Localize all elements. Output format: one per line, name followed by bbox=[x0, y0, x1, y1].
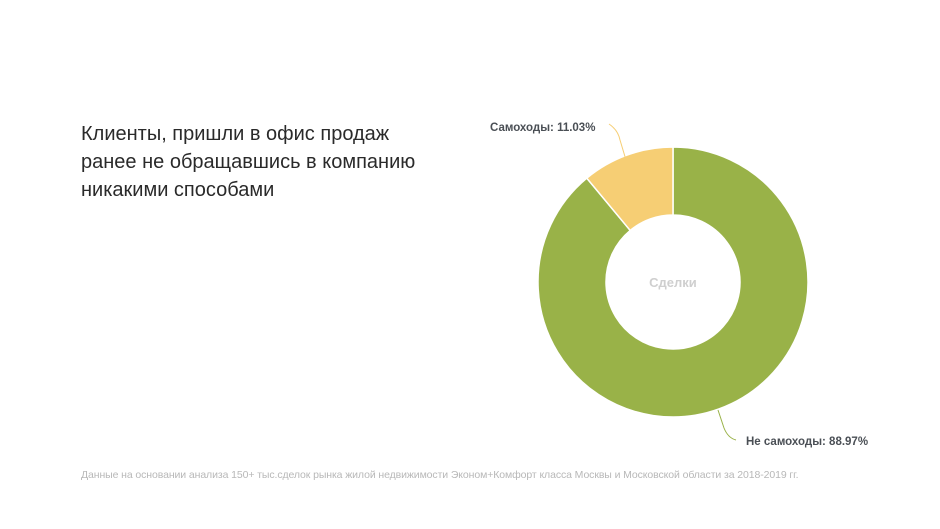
slice-samohody bbox=[585, 146, 674, 232]
slice-ne-samohody bbox=[537, 146, 809, 418]
center-label: Сделки bbox=[649, 275, 697, 290]
footnote: Данные на основании анализа 150+ тыс.сде… bbox=[81, 469, 799, 481]
slice-label-ne-samohody: Не самоходы: 88.97% bbox=[746, 436, 868, 448]
leader-line-samohody bbox=[608, 123, 627, 161]
slice-label-samohody: Самоходы: 11.03% bbox=[490, 122, 595, 134]
headline-line: Клиенты, пришли в офис продаж bbox=[81, 123, 390, 145]
headline-line: ранее не обращавшись в компанию bbox=[81, 151, 416, 173]
headline: Клиенты, пришли в офис продаж ранее не о… bbox=[81, 120, 415, 204]
leader-line-ne-samohody bbox=[717, 409, 737, 441]
headline-line: никакими способами bbox=[81, 179, 275, 201]
